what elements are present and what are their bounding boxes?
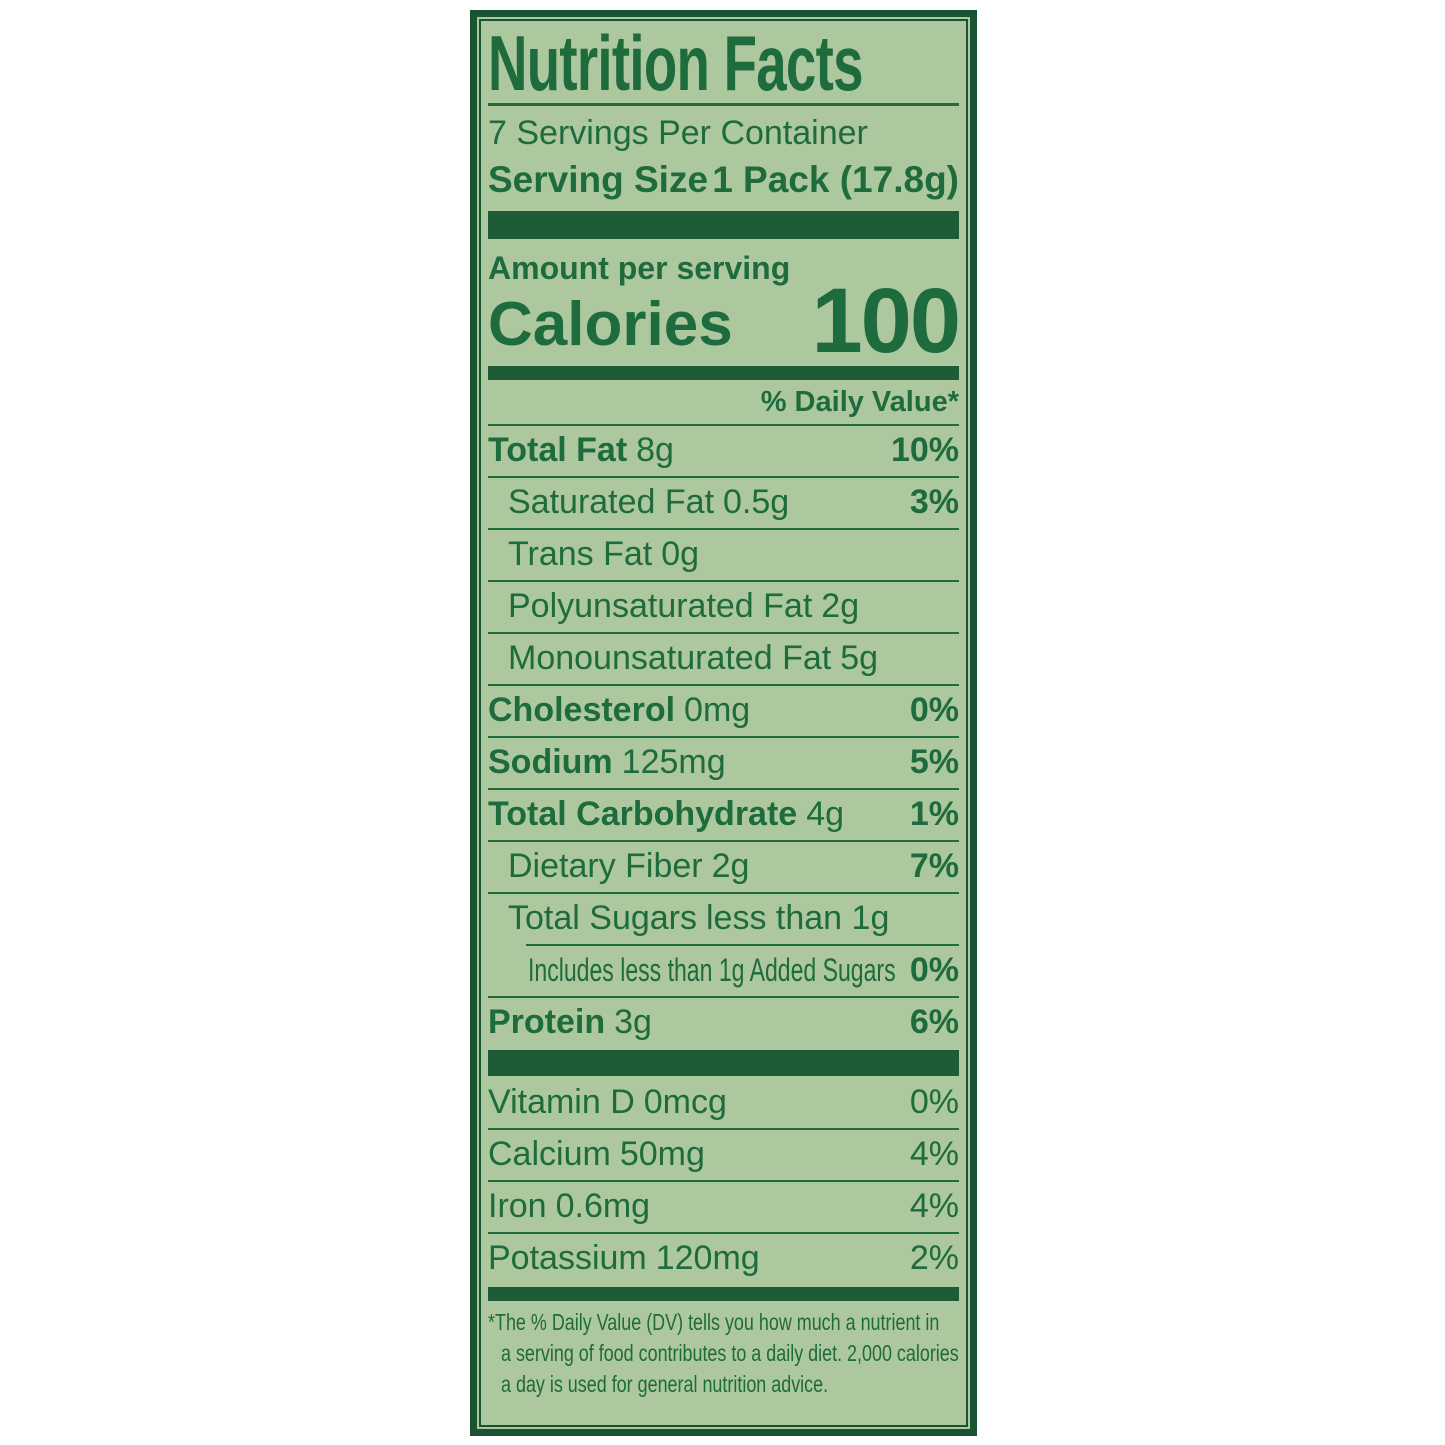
thick-bar-top — [488, 211, 959, 239]
calories-row: Calories 100 — [488, 270, 961, 372]
row-saturated-fat: Saturated Fat 0.5g 3% — [488, 476, 959, 528]
thick-bar-protein — [488, 1050, 959, 1076]
row-total-carbohydrate: Total Carbohydrate 4g 1% — [488, 788, 959, 840]
thick-bar-bottom — [488, 1287, 959, 1301]
amount-per-serving: Amount per serving — [488, 250, 791, 286]
row-sodium: Sodium 125mg 5% — [488, 736, 959, 788]
calories-label: Calories — [488, 290, 733, 359]
thick-bar-calories — [488, 366, 959, 380]
title-divider — [488, 103, 959, 106]
row-protein: Protein 3g 6% — [488, 996, 959, 1048]
daily-value-footnote: *The % Daily Value (DV) tells you how mu… — [488, 1309, 959, 1397]
servings-per-container: 7 Servings Per Container — [488, 114, 868, 152]
row-total-sugars: Total Sugars less than 1g — [488, 892, 959, 944]
serving-size-row: Serving Size 1 Pack (17.8g) — [488, 156, 959, 204]
row-dietary-fiber: Dietary Fiber 2g 7% — [488, 840, 959, 892]
row-vitamin-d: Vitamin D 0mcg 0% — [488, 1082, 959, 1121]
row-polyunsaturated-fat: Polyunsaturated Fat 2g — [488, 580, 959, 632]
row-trans-fat: Trans Fat 0g — [488, 528, 959, 580]
calories-value: 100 — [811, 270, 961, 372]
row-calcium: Calcium 50mg 4% — [488, 1128, 959, 1180]
row-added-sugars: Includes less than 1g Added Sugars 0% — [488, 944, 959, 996]
nutrition-facts-title: Nutrition Facts — [488, 19, 863, 107]
row-iron: Iron 0.6mg 4% — [488, 1180, 959, 1232]
serving-size-label: Serving Size — [488, 159, 709, 200]
row-total-fat: Total Fat 8g 10% — [488, 424, 959, 476]
nutrition-facts-label: Nutrition Facts 7 Servings Per Container… — [470, 10, 977, 1436]
row-potassium: Potassium 120mg 2% — [488, 1232, 959, 1284]
row-cholesterol: Cholesterol 0mg 0% — [488, 684, 959, 736]
daily-value-header: % Daily Value* — [760, 386, 959, 418]
label-inner-border: Nutrition Facts 7 Servings Per Container… — [479, 19, 968, 1427]
serving-size-value: 1 Pack (17.8g) — [712, 159, 959, 200]
row-monounsaturated-fat: Monounsaturated Fat 5g — [488, 632, 959, 684]
